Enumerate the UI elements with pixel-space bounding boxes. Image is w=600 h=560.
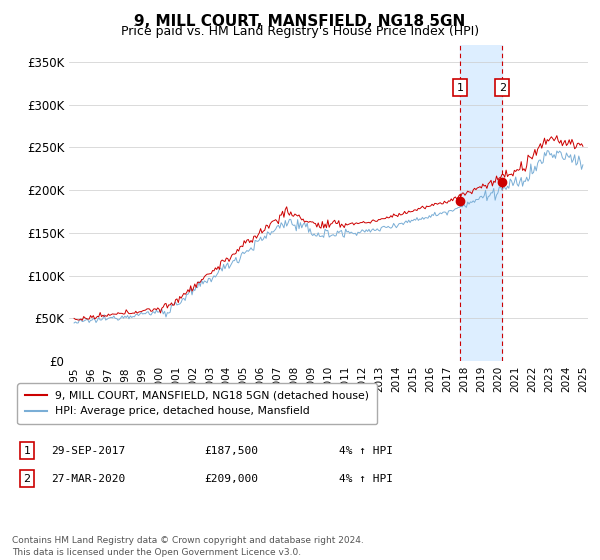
Text: £187,500: £187,500	[204, 446, 258, 456]
Text: 4% ↑ HPI: 4% ↑ HPI	[339, 446, 393, 456]
Text: £209,000: £209,000	[204, 474, 258, 484]
Text: 1: 1	[457, 82, 463, 92]
Text: 2: 2	[23, 474, 31, 484]
Legend: 9, MILL COURT, MANSFIELD, NG18 5GN (detached house), HPI: Average price, detache: 9, MILL COURT, MANSFIELD, NG18 5GN (deta…	[17, 384, 377, 424]
Text: Price paid vs. HM Land Registry's House Price Index (HPI): Price paid vs. HM Land Registry's House …	[121, 25, 479, 38]
Text: 9, MILL COURT, MANSFIELD, NG18 5GN: 9, MILL COURT, MANSFIELD, NG18 5GN	[134, 14, 466, 29]
Text: 27-MAR-2020: 27-MAR-2020	[51, 474, 125, 484]
Bar	[460, 45, 502, 361]
Text: 4% ↑ HPI: 4% ↑ HPI	[339, 474, 393, 484]
Text: 29-SEP-2017: 29-SEP-2017	[51, 446, 125, 456]
Text: Contains HM Land Registry data © Crown copyright and database right 2024.
This d: Contains HM Land Registry data © Crown c…	[12, 536, 364, 557]
Text: 1: 1	[23, 446, 31, 456]
Text: 2: 2	[499, 82, 506, 92]
